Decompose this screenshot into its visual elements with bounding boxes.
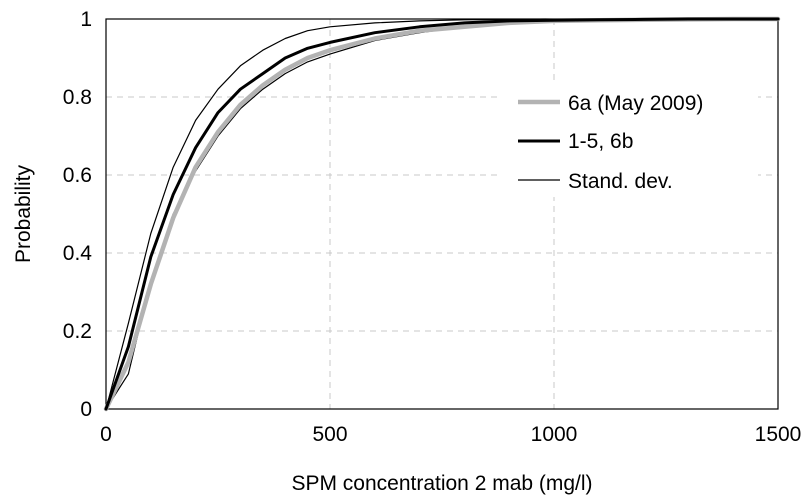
x-tick-label: 1000 [531, 423, 578, 446]
x-tick-label: 1500 [755, 423, 802, 446]
y-tick-label: 1 [80, 8, 92, 31]
y-tick-label: 0 [80, 398, 92, 421]
y-axis-title: Probability [12, 164, 35, 263]
legend-label-1-5-6b: 1-5, 6b [568, 130, 633, 153]
grid-lines [106, 19, 778, 409]
legend-label-6a: 6a (May 2009) [568, 92, 703, 115]
y-tick-label: 0.8 [63, 86, 92, 109]
legend: 6a (May 2009) 1-5, 6b Stand. dev. [500, 80, 758, 197]
y-tick-label: 0.2 [63, 320, 92, 343]
tick-labels: 0 500 1000 1500 0 0.2 0.4 0.6 0.8 1 [63, 8, 802, 446]
plot-area-frame [105, 18, 779, 410]
x-tick-label: 0 [100, 423, 112, 446]
series-line-1-5-6b [104, 17, 780, 411]
x-axis-title: SPM concentration 2 mab (mg/l) [291, 472, 592, 495]
x-tick-label: 500 [312, 423, 347, 446]
series-lines [103, 16, 781, 412]
y-tick-label: 0.6 [63, 164, 92, 187]
y-tick-label: 0.4 [63, 242, 93, 265]
legend-box [500, 80, 758, 197]
legend-label-stand-dev: Stand. dev. [568, 170, 673, 193]
